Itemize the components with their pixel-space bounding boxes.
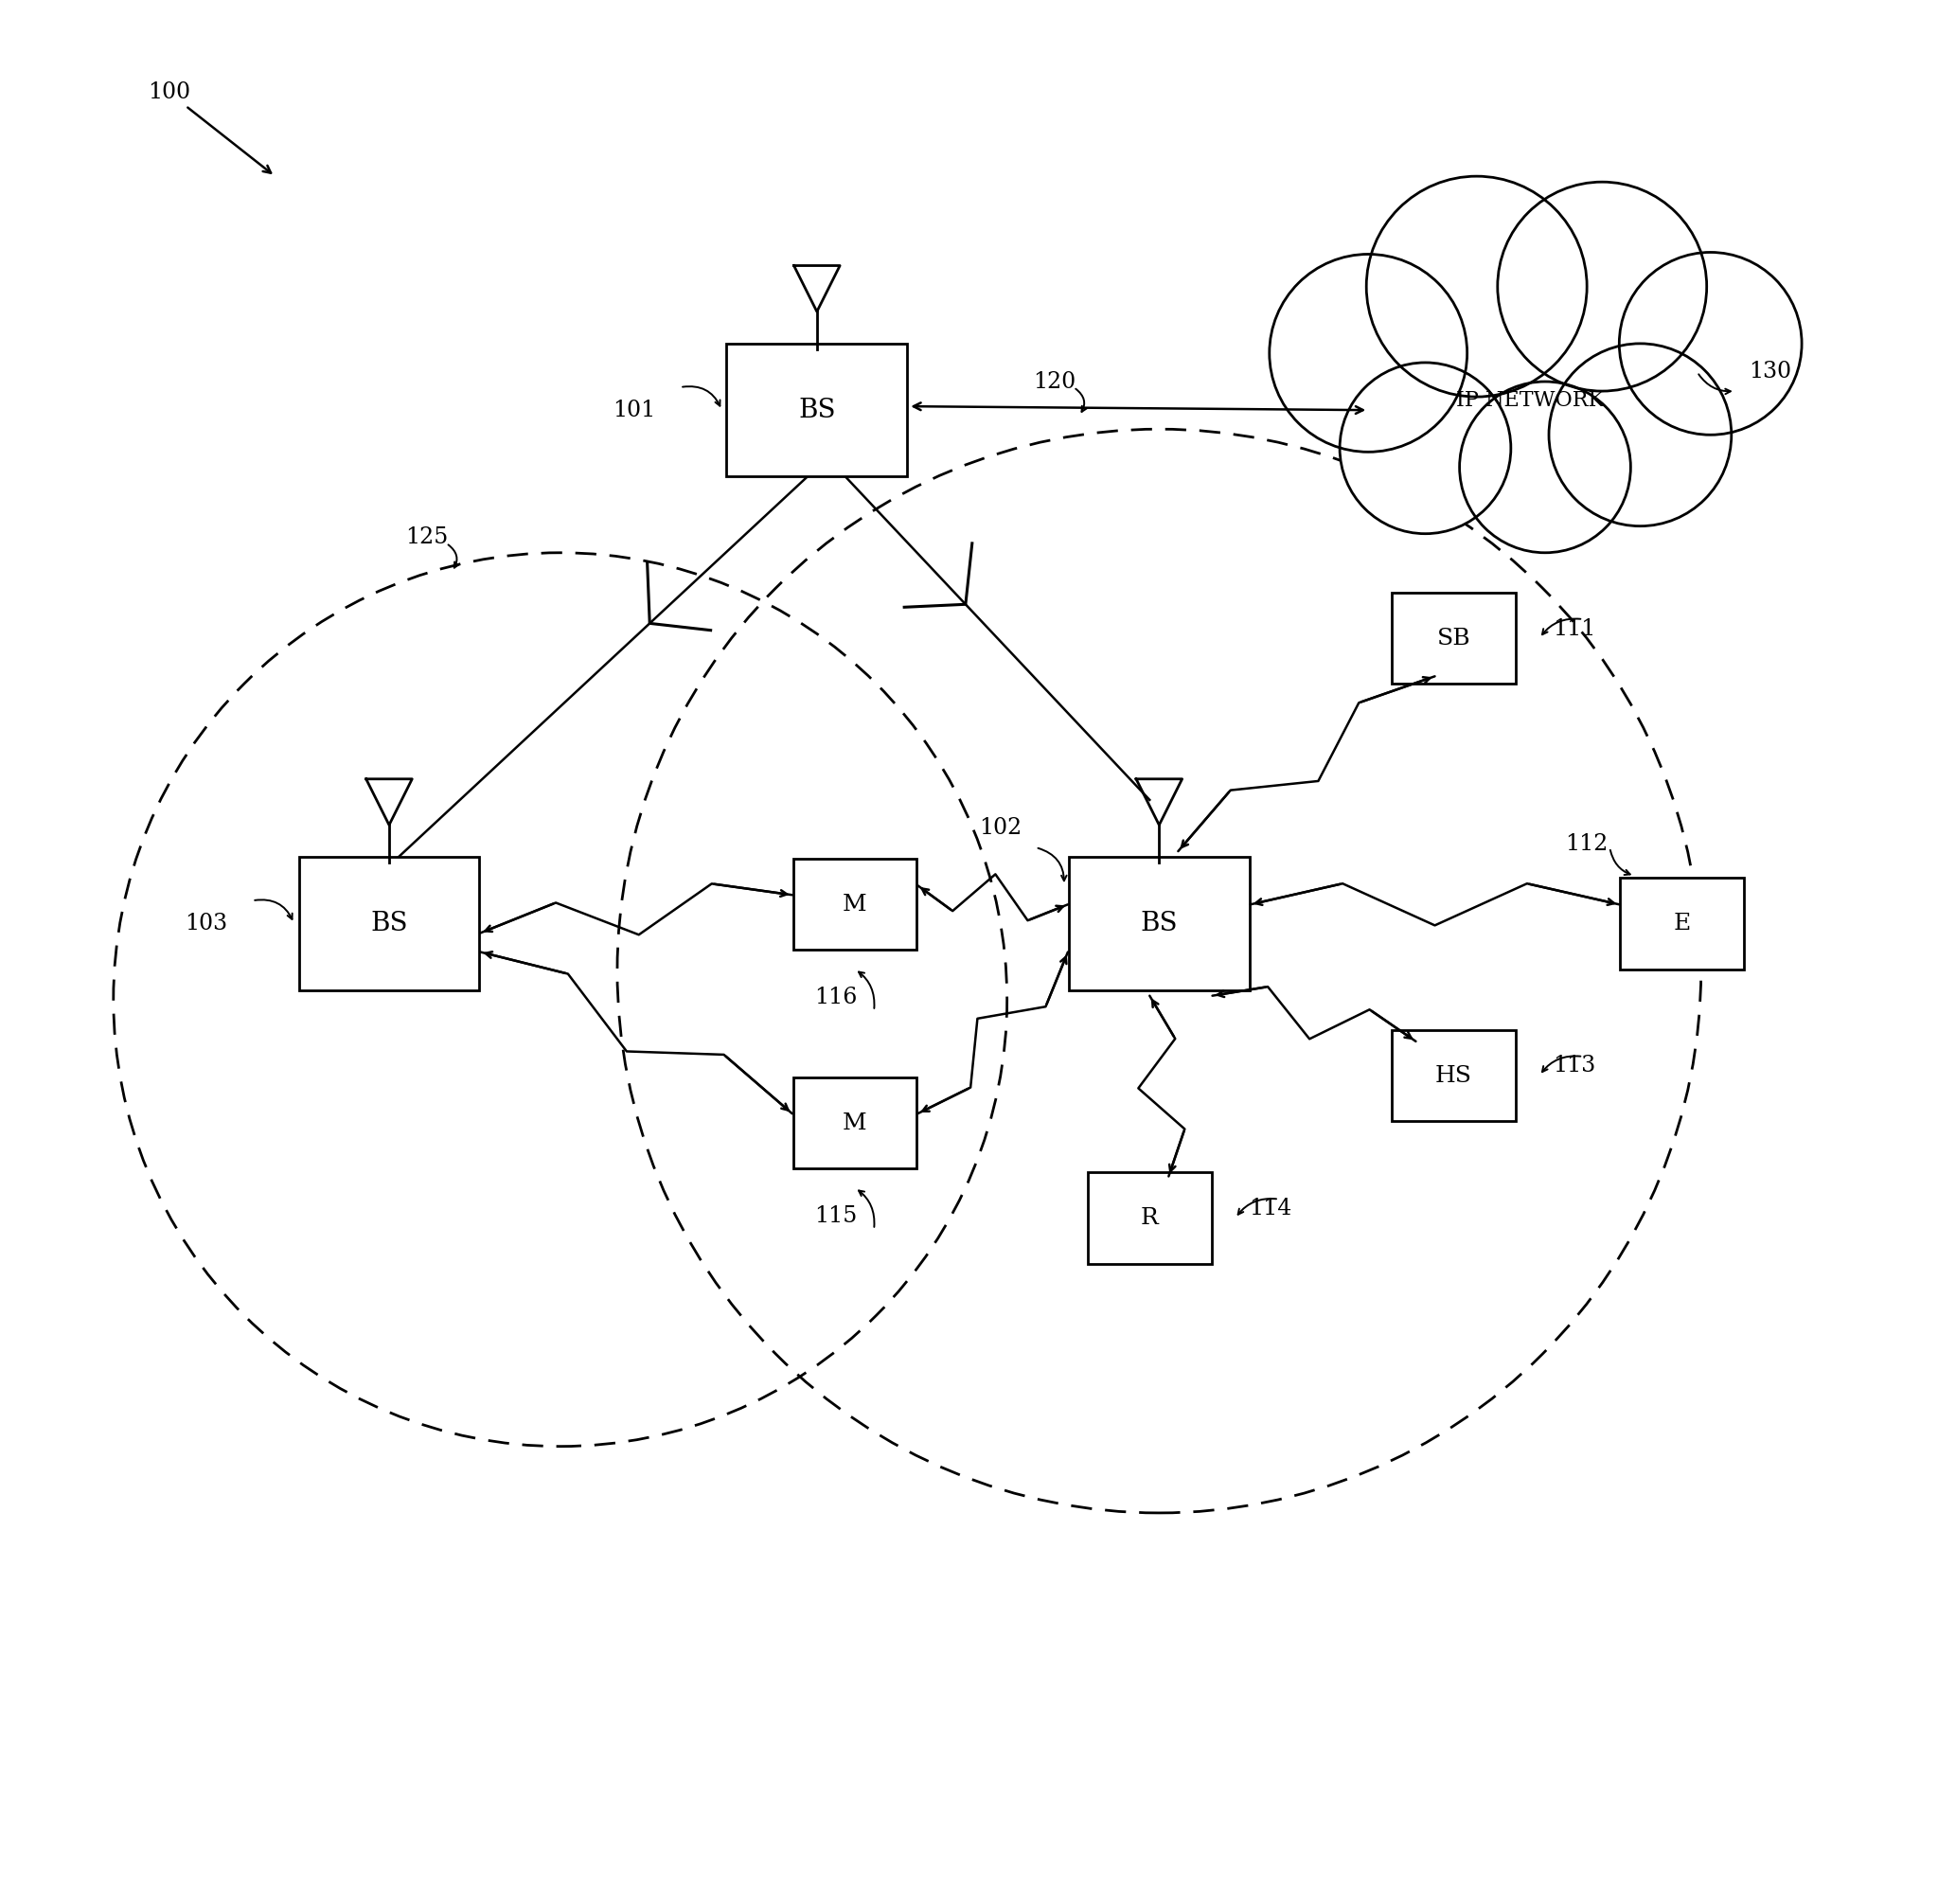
Text: BS: BS [1140, 910, 1178, 937]
Text: M: M [843, 1112, 866, 1135]
Text: 115: 115 [814, 1205, 857, 1226]
Text: 111: 111 [1552, 619, 1595, 640]
Circle shape [1548, 343, 1731, 526]
Text: HS: HS [1436, 1064, 1473, 1087]
FancyBboxPatch shape [1391, 592, 1516, 684]
FancyBboxPatch shape [1620, 878, 1744, 969]
FancyBboxPatch shape [727, 343, 907, 476]
Text: 100: 100 [147, 82, 190, 103]
Text: 125: 125 [405, 527, 448, 548]
Text: BS: BS [370, 910, 407, 937]
FancyBboxPatch shape [793, 859, 917, 950]
Text: 113: 113 [1552, 1055, 1595, 1078]
Text: SB: SB [1436, 628, 1471, 649]
FancyBboxPatch shape [1391, 1030, 1516, 1121]
Text: 112: 112 [1566, 834, 1609, 855]
Text: 102: 102 [979, 817, 1021, 840]
Circle shape [1620, 253, 1802, 434]
Circle shape [1269, 255, 1467, 451]
Circle shape [1339, 362, 1512, 533]
Text: 130: 130 [1748, 362, 1791, 383]
FancyBboxPatch shape [793, 1078, 917, 1169]
Text: 116: 116 [814, 986, 857, 1007]
Text: 101: 101 [612, 400, 655, 421]
Text: R: R [1141, 1207, 1159, 1230]
Text: 103: 103 [184, 912, 227, 935]
Text: M: M [843, 893, 866, 916]
FancyBboxPatch shape [1070, 857, 1250, 990]
Text: IP NETWORK: IP NETWORK [1455, 390, 1605, 411]
FancyBboxPatch shape [1087, 1173, 1211, 1264]
Circle shape [1498, 183, 1707, 390]
Text: 120: 120 [1033, 371, 1076, 392]
Text: BS: BS [798, 398, 835, 423]
FancyBboxPatch shape [298, 857, 479, 990]
Circle shape [1459, 381, 1630, 552]
Text: E: E [1672, 912, 1690, 935]
Text: 114: 114 [1248, 1198, 1291, 1220]
Circle shape [1366, 177, 1587, 396]
